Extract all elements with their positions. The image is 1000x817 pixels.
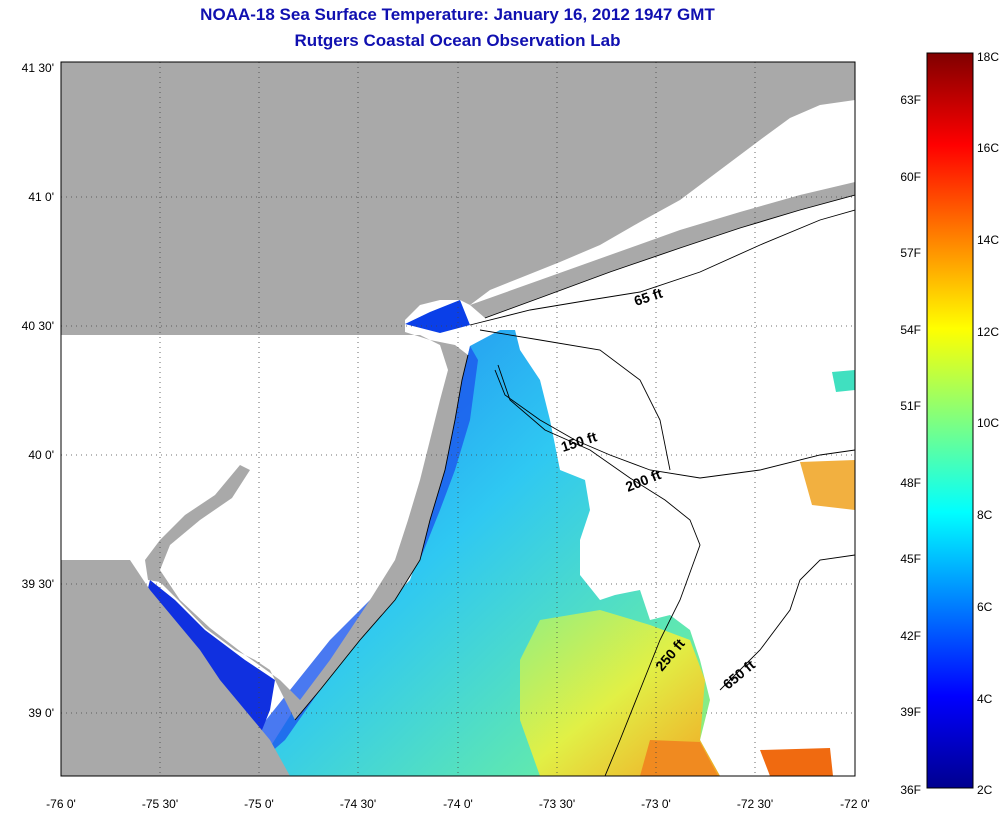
lon-tick-label: -76 0' bbox=[46, 797, 76, 811]
colorbar-fahrenheit-label: 48F bbox=[900, 476, 921, 490]
land-mass bbox=[61, 62, 855, 720]
lon-tick-label: -72 30' bbox=[737, 797, 773, 811]
map-subtitle: Rutgers Coastal Ocean Observation Lab bbox=[294, 31, 621, 50]
lat-tick-label: 41 30' bbox=[22, 61, 54, 75]
colorbar-celsius-label: 12C bbox=[977, 325, 999, 339]
lon-tick-label: -72 0' bbox=[840, 797, 870, 811]
lon-tick-label: -74 0' bbox=[443, 797, 473, 811]
lon-tick-label: -73 30' bbox=[539, 797, 575, 811]
isobath-inner bbox=[479, 329, 671, 471]
lat-tick-label: 40 30' bbox=[22, 319, 54, 333]
sst-patch-east-small bbox=[832, 370, 855, 392]
graticule bbox=[61, 62, 855, 776]
colorbar-celsius-label: 18C bbox=[977, 50, 999, 64]
lat-tick-label: 39 30' bbox=[22, 577, 54, 591]
colorbar-celsius-label: 4C bbox=[977, 692, 993, 706]
lon-tick-label: -75 30' bbox=[142, 797, 178, 811]
long-island bbox=[470, 182, 855, 318]
colorbar-fahrenheit-label: 45F bbox=[900, 552, 921, 566]
colorbar-celsius-labels: 18C 16C 14C 12C 10C 8C 6C 4C 2C bbox=[977, 50, 999, 797]
lon-tick-labels: -76 0' -75 30' -75 0' -74 30' -74 0' -73… bbox=[46, 797, 870, 811]
colorbar bbox=[926, 52, 974, 789]
isobath-200ft bbox=[497, 364, 701, 776]
lon-tick-label: -75 0' bbox=[244, 797, 274, 811]
sst-patch-east bbox=[800, 460, 855, 510]
sst-delaware-bay bbox=[145, 580, 275, 735]
colorbar-fahrenheit-label: 54F bbox=[900, 323, 921, 337]
isobath-65ft bbox=[469, 209, 855, 326]
colorbar-fahrenheit-label: 57F bbox=[900, 246, 921, 260]
colorbar-celsius-label: 2C bbox=[977, 783, 993, 797]
colorbar-celsius-label: 10C bbox=[977, 416, 999, 430]
lat-tick-label: 41 0' bbox=[28, 190, 54, 204]
colorbar-fahrenheit-label: 63F bbox=[900, 93, 921, 107]
coastline-long-island bbox=[484, 194, 855, 319]
colorbar-fahrenheit-label: 42F bbox=[900, 629, 921, 643]
colorbar-celsius-label: 16C bbox=[977, 141, 999, 155]
isobath-150ft bbox=[494, 369, 855, 479]
colorbar-fahrenheit-label: 51F bbox=[900, 399, 921, 413]
sst-warm-patch-southeast bbox=[640, 740, 718, 776]
colorbar-fahrenheit-label: 39F bbox=[900, 705, 921, 719]
lon-tick-label: -74 30' bbox=[340, 797, 376, 811]
sst-warm-patch-far-southeast bbox=[760, 748, 833, 776]
coastline-nj bbox=[294, 354, 469, 721]
colorbar-celsius-label: 14C bbox=[977, 233, 999, 247]
isobath-contours bbox=[294, 194, 855, 776]
colorbar-fahrenheit-label: 60F bbox=[900, 170, 921, 184]
sst-swath-south-warm bbox=[520, 610, 720, 776]
land-south-cape bbox=[61, 560, 290, 776]
map-area bbox=[61, 62, 855, 776]
map-frame bbox=[60, 61, 856, 777]
sst-harbor-patch bbox=[405, 300, 470, 333]
lat-tick-labels: 41 30' 41 0' 40 30' 40 0' 39 30' 39 0' bbox=[22, 61, 54, 720]
colorbar-fahrenheit-label: 36F bbox=[900, 783, 921, 797]
isobath-650ft bbox=[719, 554, 855, 691]
lat-tick-label: 39 0' bbox=[28, 706, 54, 720]
lon-tick-label: -73 0' bbox=[641, 797, 671, 811]
lat-tick-label: 40 0' bbox=[28, 448, 54, 462]
colorbar-celsius-label: 8C bbox=[977, 508, 993, 522]
map-title: NOAA-18 Sea Surface Temperature: January… bbox=[200, 5, 715, 24]
colorbar-celsius-label: 6C bbox=[977, 600, 993, 614]
colorbar-fahrenheit-labels: 63F 60F 57F 54F 51F 48F 45F 42F 39F 36F bbox=[900, 93, 921, 797]
